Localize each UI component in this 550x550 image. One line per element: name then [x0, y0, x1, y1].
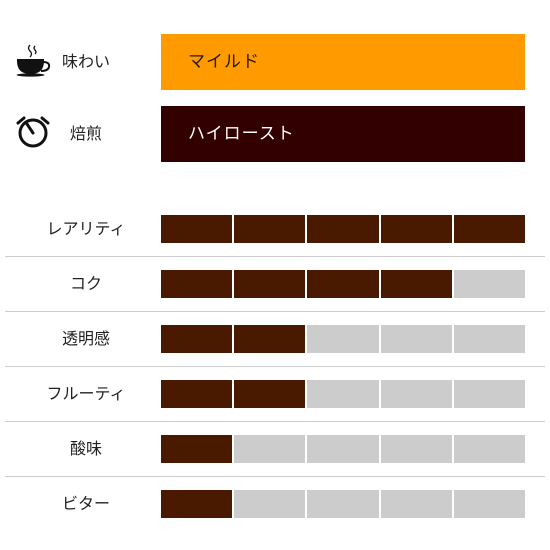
rating-label: コク	[69, 274, 102, 293]
row-divider	[5, 311, 545, 312]
rating-segment-empty	[380, 380, 452, 408]
flavor-value: マイルド	[161, 34, 525, 90]
rating-row: 透明感	[0, 325, 550, 353]
rating-segment-filled	[307, 215, 379, 243]
rating-segment-empty	[234, 490, 306, 518]
row-divider	[5, 476, 545, 477]
rating-bar	[161, 490, 525, 518]
rating-segment-filled	[161, 380, 233, 408]
rating-segment-filled	[453, 215, 525, 243]
rating-label: レアリティ	[46, 219, 126, 238]
rating-segment-empty	[234, 435, 306, 463]
coffee-cup-icon	[16, 44, 51, 77]
rating-bar	[161, 270, 525, 298]
row-divider	[5, 366, 545, 367]
rating-segment-filled	[161, 325, 233, 353]
row-divider	[5, 421, 545, 422]
rating-row: ビター	[0, 490, 550, 518]
rating-bar	[161, 325, 525, 353]
rating-segment-empty	[380, 325, 452, 353]
rating-segment-empty	[380, 435, 452, 463]
rating-row: レアリティ	[0, 215, 550, 243]
rating-segment-filled	[307, 270, 379, 298]
rating-segment-empty	[453, 325, 525, 353]
rating-segment-empty	[453, 490, 525, 518]
rating-label: 透明感	[61, 329, 110, 348]
roast-value: ハイロースト	[161, 106, 525, 162]
rating-label: 酸味	[69, 439, 102, 458]
rating-segment-filled	[234, 215, 306, 243]
rating-segment-empty	[307, 435, 379, 463]
rating-segment-empty	[453, 435, 525, 463]
rating-segment-empty	[453, 380, 525, 408]
rating-segment-empty	[307, 490, 379, 518]
rating-segment-filled	[161, 435, 233, 463]
rating-segment-empty	[307, 325, 379, 353]
rating-segment-filled	[380, 270, 452, 298]
rating-segment-filled	[161, 215, 233, 243]
rating-row: フルーティ	[0, 380, 550, 408]
rating-row: コク	[0, 270, 550, 298]
rating-segment-empty	[380, 490, 452, 518]
rating-segment-filled	[380, 215, 452, 243]
rating-bar	[161, 215, 525, 243]
rating-segment-filled	[234, 270, 306, 298]
rating-segment-filled	[161, 490, 233, 518]
rating-segment-filled	[161, 270, 233, 298]
row-divider	[5, 256, 545, 257]
flavor-row: 味わい マイルド	[0, 34, 550, 90]
rating-bar	[161, 435, 525, 463]
rating-segment-filled	[234, 325, 306, 353]
flavor-label: 味わい	[62, 52, 111, 71]
roast-label: 焙煎	[70, 124, 103, 143]
rating-segment-empty	[307, 380, 379, 408]
rating-label: フルーティ	[46, 384, 126, 403]
rating-label: ビター	[61, 494, 110, 513]
rating-segment-filled	[234, 380, 306, 408]
roast-row: 焙煎 ハイロースト	[0, 106, 550, 162]
timer-icon	[16, 116, 50, 148]
rating-segment-empty	[453, 270, 525, 298]
rating-bar	[161, 380, 525, 408]
rating-row: 酸味	[0, 435, 550, 463]
